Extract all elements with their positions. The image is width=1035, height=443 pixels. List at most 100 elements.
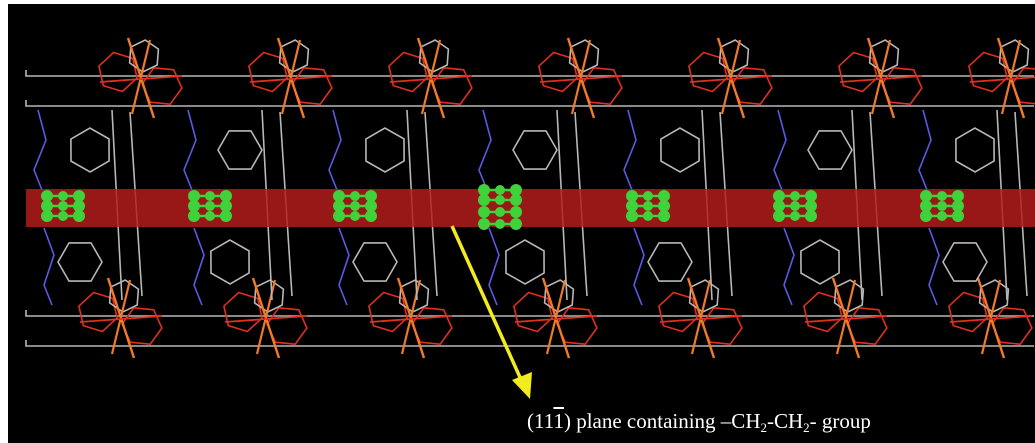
carbon-atom	[58, 211, 68, 221]
red-bond	[514, 315, 598, 323]
carbon-atom	[41, 190, 53, 202]
carbon-atom	[658, 190, 670, 202]
nitrogen-bond	[328, 109, 342, 191]
pyridyl-ring	[365, 127, 405, 173]
red-ring	[803, 291, 843, 333]
carbon-atom	[205, 191, 215, 201]
red-ring	[838, 51, 878, 93]
metal-cluster	[688, 37, 773, 119]
pyridyl-ring	[57, 242, 103, 282]
metal-cluster	[248, 37, 333, 119]
carbon-atom	[188, 210, 200, 222]
ch2-ch2-group	[773, 190, 817, 222]
carbon-atom	[205, 211, 215, 221]
red-bond	[99, 75, 183, 83]
orange-bond	[570, 39, 592, 115]
linker	[478, 109, 588, 306]
carbon-atom	[643, 201, 653, 211]
red-ring	[223, 291, 263, 333]
carbon-atom	[937, 191, 947, 201]
carbon-atom	[773, 190, 785, 202]
nitrogen-bond	[338, 227, 350, 306]
pyridyl-ring	[800, 239, 840, 285]
carbon-atom	[220, 190, 232, 202]
carbon-atom	[73, 200, 85, 212]
carbon-atom	[350, 201, 360, 211]
carbon-atom	[805, 190, 817, 202]
metal-cluster	[388, 37, 473, 119]
metal-cluster	[658, 277, 743, 359]
nitrogen-bond	[43, 227, 55, 306]
pyridyl-ring	[217, 130, 263, 170]
caption-text-middle: -CH	[766, 409, 804, 433]
metal-cluster	[803, 277, 888, 359]
red-bond	[659, 315, 743, 323]
metal-cluster	[98, 37, 183, 119]
carbon-atom	[220, 210, 232, 222]
carbon-atom	[478, 194, 490, 206]
nitrogen-bond	[928, 227, 940, 306]
ch2-ch2-group	[626, 190, 670, 222]
red-bond	[839, 75, 923, 83]
metal-cluster	[513, 277, 598, 359]
carbon-atom	[920, 210, 932, 222]
orange-bond	[545, 279, 567, 355]
carbon-atom	[333, 200, 345, 212]
ch2-ch2-group	[333, 190, 377, 222]
carbon-atom	[188, 200, 200, 212]
ethylene-groups	[41, 184, 964, 230]
red-ring	[968, 51, 1008, 93]
carbon-atom	[365, 200, 377, 212]
red-ring	[688, 51, 728, 93]
arrow-head	[512, 372, 532, 399]
caption-text-before: plane containing –CH	[570, 409, 761, 433]
carbon-atom	[658, 200, 670, 212]
carbon-atom	[626, 200, 638, 212]
red-bond	[689, 75, 773, 83]
red-bond	[949, 315, 1033, 323]
nitrogen-bond	[183, 109, 197, 191]
orange-bond	[130, 39, 152, 115]
caption-text-after: - group	[809, 409, 871, 433]
metal-cluster	[538, 37, 623, 119]
pyridyl-ring	[210, 239, 250, 285]
carbon-atom	[333, 210, 345, 222]
carbon-atom	[510, 184, 522, 196]
carbon-atom	[58, 201, 68, 211]
carbon-atom	[920, 200, 932, 212]
red-bond	[369, 315, 453, 323]
pyridyl-ring	[352, 242, 398, 282]
red-ring	[368, 291, 408, 333]
carbon-atom	[952, 190, 964, 202]
carbon-atom	[478, 206, 490, 218]
carbon-atom	[188, 190, 200, 202]
ch2-ch2-group	[41, 190, 85, 222]
carbon-atom	[350, 191, 360, 201]
carbon-atom	[365, 190, 377, 202]
carbon-atom	[805, 200, 817, 212]
carbon-atom	[205, 201, 215, 211]
caption-miller-close: )	[563, 409, 571, 433]
carbon-atom	[350, 211, 360, 221]
red-bond	[539, 75, 623, 83]
red-bond	[804, 315, 888, 323]
carbon-atom	[790, 191, 800, 201]
carbon-atom	[643, 211, 653, 221]
carbon-atom	[658, 210, 670, 222]
backbone-chain	[25, 340, 1034, 347]
pointer-arrow	[450, 225, 532, 399]
caption-miller-open: (11	[527, 409, 554, 433]
red-ring	[658, 291, 698, 333]
red-bond	[224, 315, 308, 323]
carbon-atom	[510, 194, 522, 206]
red-ring	[513, 291, 553, 333]
pyridyl-ring	[955, 127, 995, 173]
carbon-atom	[773, 200, 785, 212]
carbon-atom	[626, 210, 638, 222]
carbon-atom	[41, 210, 53, 222]
pyridyl-ring	[647, 242, 693, 282]
nitrogen-bond	[773, 109, 787, 191]
carbon-atom	[495, 185, 505, 195]
nitrogen-bond	[633, 227, 645, 306]
